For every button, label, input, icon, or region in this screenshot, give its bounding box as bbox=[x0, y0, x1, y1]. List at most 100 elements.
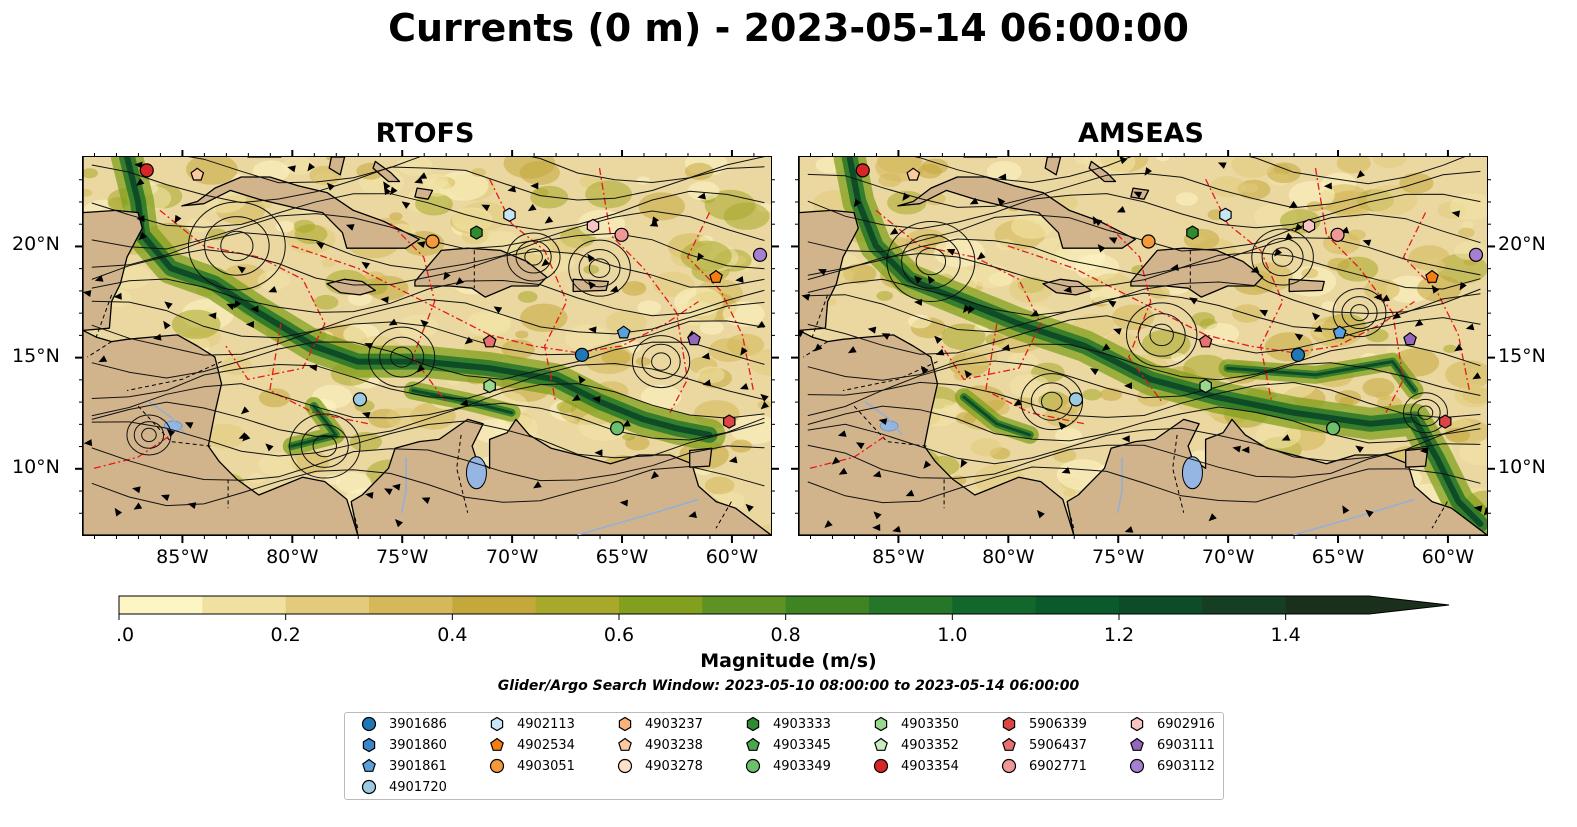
legend-label: 4903345 bbox=[773, 737, 831, 753]
legend-label: 4903354 bbox=[901, 758, 959, 774]
platform-4903333[interactable] bbox=[1186, 225, 1199, 240]
legend-label: 4903352 bbox=[901, 737, 959, 753]
platform-4901720[interactable] bbox=[1068, 392, 1084, 407]
colorbar-segment bbox=[369, 596, 453, 614]
platform-6903112[interactable] bbox=[1468, 247, 1484, 262]
platform-5906339[interactable] bbox=[1438, 414, 1452, 429]
circle-marker-icon bbox=[873, 758, 889, 774]
platform-6902916[interactable] bbox=[586, 218, 600, 234]
colorbar-segment bbox=[619, 596, 703, 614]
platform-3901861[interactable] bbox=[1332, 325, 1347, 339]
legend-item: 4902113 bbox=[487, 715, 575, 733]
legend-label: 4902534 bbox=[517, 737, 575, 753]
platform-6903112[interactable] bbox=[752, 247, 768, 262]
legend-label: 4903278 bbox=[645, 758, 703, 774]
platform-4902534[interactable] bbox=[1425, 269, 1439, 283]
platform-6902771[interactable] bbox=[1330, 227, 1345, 242]
colorbar-tick-label: 1.0 bbox=[937, 624, 967, 646]
platform-6903111[interactable] bbox=[1403, 332, 1417, 346]
legend-item: 4901720 bbox=[359, 778, 447, 796]
platform-4903051[interactable] bbox=[425, 234, 440, 249]
colorbar-segment bbox=[952, 596, 1037, 614]
platform-4903333[interactable] bbox=[470, 225, 483, 240]
platform-5906437[interactable] bbox=[482, 334, 497, 348]
colorbar-segment bbox=[202, 596, 287, 614]
platform-4902113[interactable] bbox=[1219, 207, 1232, 222]
circle-marker-icon bbox=[361, 716, 377, 732]
legend-label: 6902916 bbox=[1157, 716, 1215, 732]
platform-4903350[interactable] bbox=[1199, 378, 1212, 394]
platform-4903349[interactable] bbox=[1326, 421, 1341, 436]
platform-5906339[interactable] bbox=[722, 414, 736, 429]
lon-label: 65°W bbox=[595, 546, 649, 568]
platform-5906437[interactable] bbox=[1198, 334, 1213, 348]
hexagon-marker-icon bbox=[618, 716, 632, 732]
platform-4901720[interactable] bbox=[352, 392, 368, 407]
pentagon-marker-icon bbox=[1130, 737, 1144, 751]
platform-6903111[interactable] bbox=[687, 332, 701, 346]
lat-label: 20°N bbox=[12, 233, 60, 256]
legend-label: 4903051 bbox=[517, 758, 575, 774]
hexagon-marker-icon bbox=[1002, 716, 1016, 732]
legend-item: 4903051 bbox=[487, 757, 575, 775]
colorbar-segment bbox=[702, 596, 787, 614]
lon-label: 85°W bbox=[872, 546, 925, 568]
platform-4903354[interactable] bbox=[139, 163, 154, 178]
hexagon-marker-icon bbox=[362, 737, 376, 753]
platform-4903349[interactable] bbox=[610, 421, 625, 436]
platform-6902771[interactable] bbox=[614, 227, 629, 242]
amseas-map[interactable] bbox=[798, 156, 1488, 536]
platform-4902534[interactable] bbox=[709, 269, 723, 283]
colorbar-extend-arrow bbox=[1369, 596, 1449, 614]
colorbar-segment bbox=[285, 596, 370, 614]
legend-item: 4903350 bbox=[871, 715, 959, 733]
legend-item: 6903112 bbox=[1127, 757, 1215, 775]
lon-label: 70°W bbox=[485, 546, 539, 568]
lon-label: 60°W bbox=[705, 546, 759, 568]
lon-label: 80°W bbox=[982, 546, 1035, 568]
platform-4903354[interactable] bbox=[855, 163, 870, 178]
legend-label: 4903237 bbox=[645, 716, 703, 732]
pentagon-marker-icon bbox=[746, 737, 760, 751]
platform-3901686[interactable] bbox=[574, 347, 590, 362]
lon-label: 80°W bbox=[266, 546, 319, 568]
platform-3901861[interactable] bbox=[616, 325, 631, 339]
platform-4903350[interactable] bbox=[483, 378, 496, 394]
colorbar-tick-label: 0.2 bbox=[271, 624, 301, 646]
lat-label: 20°N bbox=[1498, 233, 1546, 256]
circle-marker-icon bbox=[1129, 758, 1145, 774]
platform-legend: 3901686 3901860 3901861 4901720 4902113 49025… bbox=[344, 712, 1224, 800]
legend-item: 4903349 bbox=[743, 757, 831, 775]
colorbar-segment bbox=[1035, 596, 1120, 614]
colorbar: 0.0 0.2 0.4 0.6 0.8 1.0 1.2 1.4 bbox=[104, 595, 1458, 659]
hexagon-marker-icon bbox=[490, 716, 504, 732]
colorbar-segment bbox=[1119, 596, 1203, 614]
lon-label: 85°W bbox=[156, 546, 209, 568]
colorbar-segment bbox=[785, 596, 870, 614]
platform-4902113[interactable] bbox=[503, 207, 516, 222]
legend-item: 4903238 bbox=[615, 736, 703, 754]
legend-label: 4901720 bbox=[389, 779, 447, 795]
legend-label: 5906339 bbox=[1029, 716, 1087, 732]
search-window-text: Glider/Argo Search Window: 2023-05-10 08… bbox=[497, 678, 1080, 694]
rtofs-map[interactable] bbox=[82, 156, 772, 536]
circle-marker-icon bbox=[1001, 758, 1017, 774]
legend-label: 4903349 bbox=[773, 758, 831, 774]
platform-4903238[interactable] bbox=[906, 167, 921, 181]
platform-3901686[interactable] bbox=[1290, 347, 1306, 362]
legend-item: 4903345 bbox=[743, 736, 831, 754]
legend-item: 4903237 bbox=[615, 715, 703, 733]
platform-6902916[interactable] bbox=[1302, 218, 1316, 234]
pentagon-marker-icon bbox=[490, 737, 504, 751]
panel-title-rtofs: RTOFS bbox=[375, 118, 475, 149]
colorbar-segment bbox=[452, 596, 537, 614]
legend-item: 3901686 bbox=[359, 715, 447, 733]
legend-item: 4903352 bbox=[871, 736, 959, 754]
legend-label: 6903111 bbox=[1157, 737, 1215, 753]
colorbar-tick-label: 0.6 bbox=[604, 624, 634, 646]
platform-4903051[interactable] bbox=[1141, 234, 1156, 249]
platform-4903238[interactable] bbox=[190, 167, 205, 181]
colorbar-tick-label: 0.0 bbox=[118, 624, 134, 646]
pentagon-marker-icon bbox=[618, 737, 632, 751]
circle-marker-icon bbox=[745, 758, 761, 774]
